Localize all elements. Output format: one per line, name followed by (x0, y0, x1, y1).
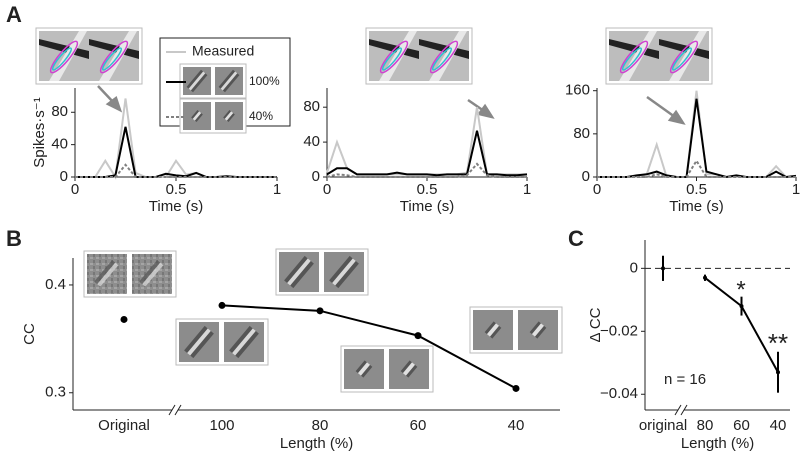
x-tick-label: 40 (770, 417, 787, 434)
image-insets (35, 27, 713, 393)
series-line (75, 163, 277, 178)
panel-label: A (6, 2, 22, 27)
axis-break-gap (678, 406, 684, 414)
y-tick-label: −0.04 (600, 385, 638, 402)
data-point (316, 307, 324, 315)
x-tick-label: 0.5 (166, 181, 187, 198)
panel-label: C (568, 226, 584, 251)
x-tick-label: 0.5 (417, 181, 438, 198)
x-tick-label: 60 (733, 417, 750, 434)
data-point (120, 315, 128, 323)
axis-break (168, 404, 176, 416)
x-axis-label: Time (s) (400, 198, 454, 215)
series-line (597, 98, 797, 179)
data-point (739, 304, 744, 309)
legend-label: Measured (192, 43, 254, 59)
x-tick-label: 0 (323, 181, 331, 198)
axis-break (174, 404, 182, 416)
series-line (597, 158, 796, 178)
x-axis-label: Length (%) (280, 435, 353, 452)
series-line (221, 304, 517, 390)
data-point (512, 384, 520, 392)
y-tick-label: 0 (630, 259, 638, 276)
x-tick-label: original (639, 417, 687, 434)
x-tick-label: 1 (273, 181, 281, 198)
x-tick-label: 40 (508, 417, 525, 434)
series-line (326, 162, 527, 178)
series-line (75, 126, 277, 178)
x-tick-label: 0 (593, 181, 601, 198)
axis-break (680, 404, 688, 416)
x-tick-label: 0 (71, 181, 79, 198)
panel-label: B (6, 226, 22, 251)
y-axis-label: CC (21, 323, 38, 345)
data-point (703, 275, 707, 280)
y-tick-label: 40 (303, 133, 320, 150)
y-tick-label: 0 (60, 168, 68, 185)
x-axis-label: Length (%) (681, 435, 754, 452)
y-axis-label: Δ CC (587, 307, 604, 342)
legend-label: 100% (249, 74, 280, 88)
y-tick-label: 80 (51, 103, 68, 120)
y-tick-label: −0.02 (600, 322, 638, 339)
data-point (661, 266, 665, 271)
legend-label: 40% (249, 109, 273, 123)
y-tick-label: 0.4 (45, 276, 66, 293)
axis-break (674, 404, 682, 416)
x-tick-label: 100 (209, 417, 234, 434)
y-tick-label: 0 (312, 168, 320, 185)
series-line (326, 107, 527, 176)
x-tick-label: 80 (312, 417, 329, 434)
series-line (326, 130, 528, 177)
y-tick-label: 0 (582, 168, 590, 185)
x-tick-label: 1 (523, 181, 531, 198)
annotation: * (736, 276, 745, 303)
x-tick-label: Original (98, 417, 150, 434)
x-tick-label: 80 (697, 417, 714, 434)
data-point (218, 301, 226, 309)
y-tick-label: 160 (565, 82, 590, 99)
x-axis-label: Time (s) (669, 198, 723, 215)
x-tick-label: 1 (792, 181, 800, 198)
annotation: ** (768, 328, 788, 358)
x-tick-label: 0.5 (686, 181, 707, 198)
y-axis-label: Spikes·s⁻¹ (31, 97, 48, 167)
y-tick-label: 0.3 (45, 384, 66, 401)
x-axis-label: Time (s) (149, 198, 203, 215)
y-tick-label: 40 (51, 136, 68, 153)
annotation: n = 16 (664, 371, 706, 388)
y-tick-label: 80 (573, 125, 590, 142)
x-tick-label: 60 (410, 417, 427, 434)
axis-break-gap (172, 406, 178, 414)
y-tick-label: 80 (303, 98, 320, 115)
data-point (414, 332, 422, 340)
data-point (776, 370, 780, 375)
